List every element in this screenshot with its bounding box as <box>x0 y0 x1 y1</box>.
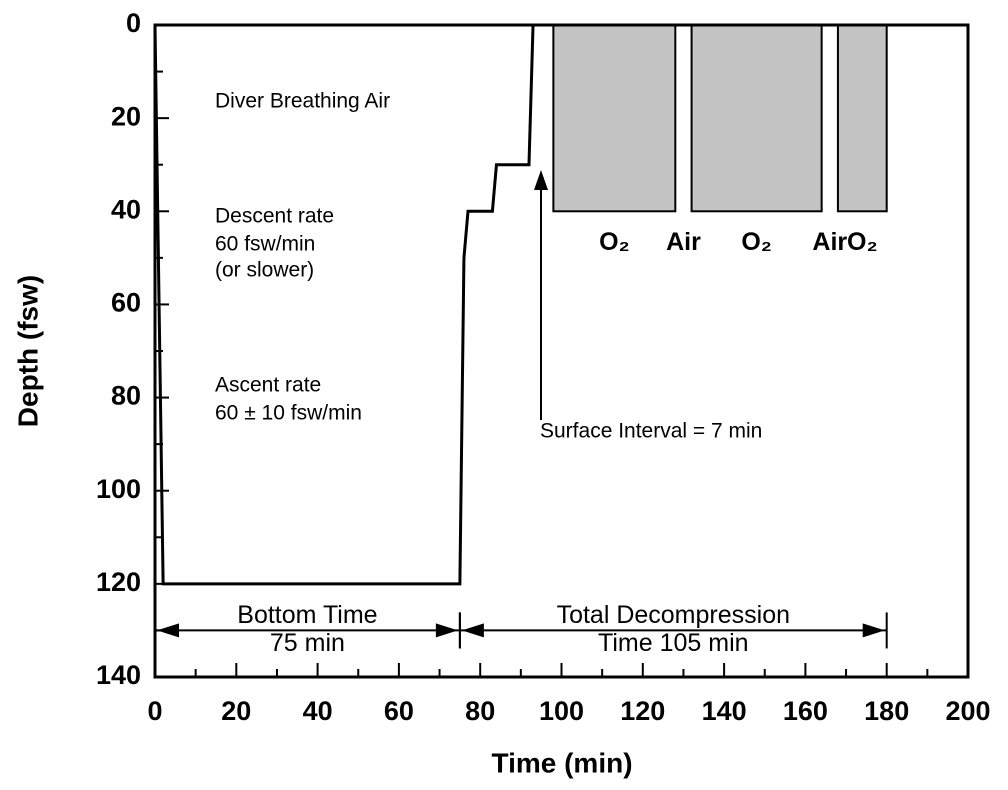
interval-label: Time 105 min <box>598 629 749 657</box>
chamber-segment <box>552 24 677 213</box>
label-bg <box>558 608 789 629</box>
annotation: Descent rate <box>215 205 334 228</box>
y-axis-label: Depth (fsw) <box>12 275 43 427</box>
label-bg <box>207 608 408 629</box>
gas-label: O₂ <box>847 228 878 256</box>
annotation: Diver Breathing Air <box>215 90 390 113</box>
x-tick-label: 60 <box>384 696 414 726</box>
x-tick-label: 40 <box>303 696 333 726</box>
dive-profile <box>153 24 535 586</box>
annotation: 60 fsw/min <box>215 233 315 256</box>
x-tick-label: 80 <box>465 696 495 726</box>
y-tick-label: 140 <box>96 660 141 690</box>
x-tick-label: 120 <box>620 696 665 726</box>
arrow-head <box>435 623 458 638</box>
arrow-head <box>461 623 484 638</box>
x-tick-label: 180 <box>864 696 909 726</box>
chamber-segment <box>836 24 888 213</box>
annotation: 60 ± 10 fsw/min <box>215 402 362 425</box>
arrow-head <box>862 623 885 638</box>
arrow-head <box>157 623 179 638</box>
annotation: Ascent rate <box>215 374 321 397</box>
x-tick-label: 160 <box>783 696 828 726</box>
annotation: Surface Interval = 7 min <box>540 420 762 443</box>
gas-label: O₂ <box>741 228 772 256</box>
interval-label: Total Decompression <box>557 601 790 629</box>
gas-label: Air <box>812 228 847 256</box>
x-tick-label: 20 <box>221 696 251 726</box>
y-tick-label: 80 <box>111 381 141 411</box>
x-tick-label: 200 <box>945 696 990 726</box>
interval-label: Bottom Time <box>237 601 377 629</box>
y-tick-label: 40 <box>111 194 141 224</box>
arrow-head <box>534 170 548 190</box>
annotation: (or slower) <box>215 259 314 282</box>
x-tick-label: 100 <box>539 696 584 726</box>
y-tick-label: 60 <box>111 288 141 318</box>
y-tick-label: 120 <box>96 567 141 597</box>
y-tick-label: 0 <box>126 8 141 38</box>
gas-label: Air <box>666 228 701 256</box>
gas-label: O₂ <box>599 228 630 256</box>
x-tick-label: 0 <box>147 696 162 726</box>
y-tick-label: 20 <box>111 101 141 131</box>
y-tick-label: 100 <box>96 474 141 504</box>
x-tick-label: 140 <box>702 696 747 726</box>
x-axis-label: Time (min) <box>491 747 632 778</box>
interval-label: 75 min <box>270 629 345 657</box>
chamber-segment <box>690 24 823 213</box>
